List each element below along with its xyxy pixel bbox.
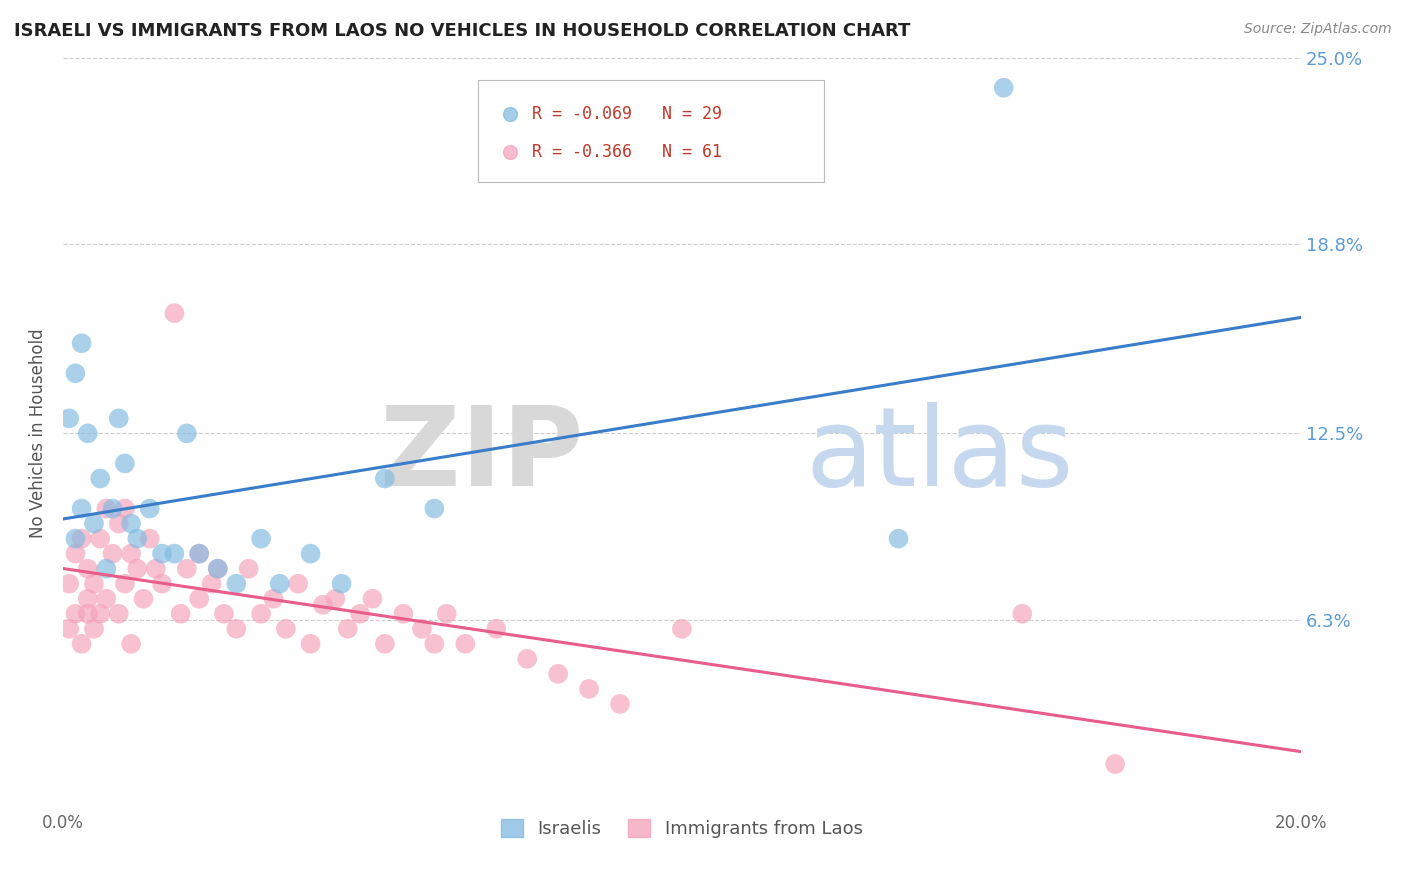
Legend: Israelis, Immigrants from Laos: Israelis, Immigrants from Laos [494,812,870,846]
Point [76,607,98,621]
Point [671,622,693,636]
Point [250,532,273,546]
Point [361,591,384,606]
Point [374,637,396,651]
Point [609,697,631,711]
Point [485,622,508,636]
Point [163,547,186,561]
Point [436,607,458,621]
Text: R = -0.366   N = 61: R = -0.366 N = 61 [531,143,723,161]
Point [96,562,118,576]
Point [107,411,129,425]
Point [127,562,149,576]
Point [58,576,80,591]
Point [312,598,335,612]
Point [887,532,910,546]
Point [89,532,111,546]
Point [163,306,186,320]
Point [114,501,136,516]
Point [578,681,600,696]
Point [516,652,538,666]
Point [188,547,211,561]
Point [58,411,80,425]
Point [70,637,93,651]
Point [336,622,359,636]
Point [169,607,191,621]
Point [238,562,260,576]
Point [1104,757,1126,772]
Point [176,426,198,441]
Point [225,576,247,591]
Point [188,547,211,561]
Point [188,591,211,606]
Point [207,562,229,576]
Point [70,501,93,516]
Point [1011,607,1033,621]
Point [330,576,353,591]
Point [120,637,142,651]
Point [107,516,129,531]
Point [262,591,284,606]
Point [274,622,297,636]
Point [65,366,87,380]
Point [83,622,105,636]
Point [114,576,136,591]
Point [145,562,167,576]
Point [349,607,371,621]
Point [65,532,87,546]
Point [150,576,173,591]
Point [89,607,111,621]
Point [76,591,98,606]
Point [993,80,1015,95]
Point [454,637,477,651]
Point [70,336,93,351]
Point [83,516,105,531]
Point [176,562,198,576]
Point [76,426,98,441]
Point [96,501,118,516]
Y-axis label: No Vehicles in Household: No Vehicles in Household [30,328,46,538]
Point [132,591,155,606]
Point [250,607,273,621]
Text: ISRAELI VS IMMIGRANTS FROM LAOS NO VEHICLES IN HOUSEHOLD CORRELATION CHART: ISRAELI VS IMMIGRANTS FROM LAOS NO VEHIC… [14,22,911,40]
Point [127,532,149,546]
Point [212,607,235,621]
Point [225,622,247,636]
FancyBboxPatch shape [478,80,824,182]
Point [200,576,222,591]
Point [65,547,87,561]
Text: atlas: atlas [806,402,1074,509]
Point [138,501,160,516]
Point [299,637,322,651]
Point [83,576,105,591]
Point [411,622,433,636]
Point [299,547,322,561]
Point [101,501,124,516]
Point [65,607,87,621]
Point [89,471,111,485]
Point [547,666,569,681]
Text: ZIP: ZIP [380,402,583,509]
Point [120,516,142,531]
Point [96,591,118,606]
Point [76,562,98,576]
Text: Source: ZipAtlas.com: Source: ZipAtlas.com [1244,22,1392,37]
Point [392,607,415,621]
Point [58,622,80,636]
Point [207,562,229,576]
Point [114,457,136,471]
Point [70,532,93,546]
Point [423,501,446,516]
Point [101,547,124,561]
Point [423,637,446,651]
Point [107,607,129,621]
Point [138,532,160,546]
Point [269,576,291,591]
Point [325,591,347,606]
Point [374,471,396,485]
Point [120,547,142,561]
Point [287,576,309,591]
Text: R = -0.069   N = 29: R = -0.069 N = 29 [531,105,723,123]
Point [150,547,173,561]
